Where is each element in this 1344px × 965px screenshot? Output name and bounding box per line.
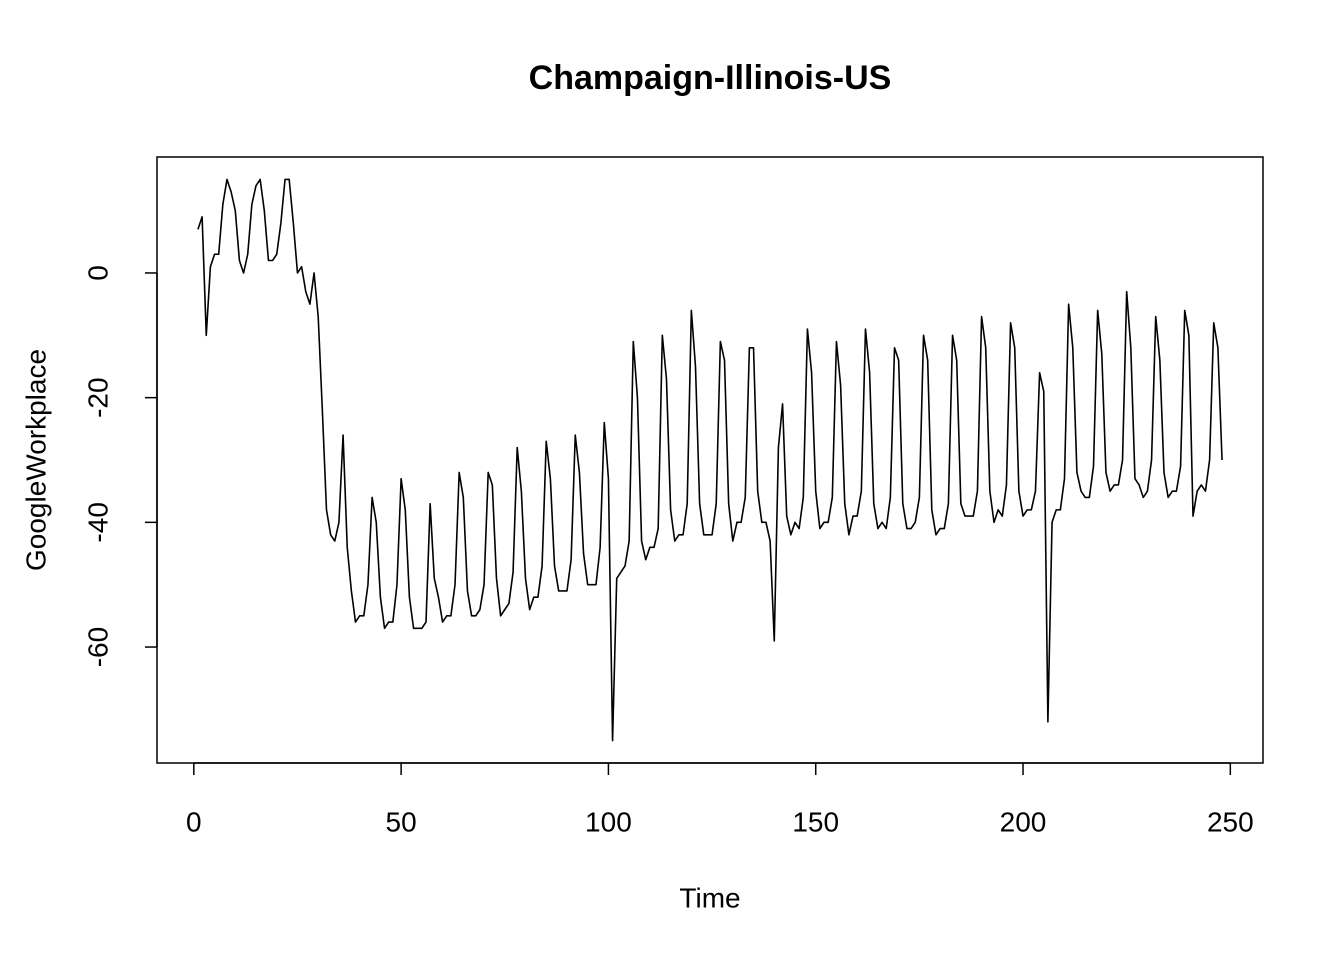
x-tick-label: 250 — [1207, 806, 1254, 837]
x-tick-label: 100 — [585, 806, 632, 837]
y-tick-label: -20 — [82, 377, 113, 417]
y-tick-label: 0 — [82, 265, 113, 281]
x-axis-label: Time — [679, 882, 740, 913]
chart-title: Champaign-Illinois-US — [529, 59, 892, 97]
y-axis-label: GoogleWorkplace — [20, 349, 51, 571]
x-tick-label: 150 — [792, 806, 839, 837]
y-tick-label: -40 — [82, 502, 113, 542]
x-tick-label: 0 — [186, 806, 202, 837]
plot-frame — [156, 156, 1264, 764]
data-line — [197, 178, 1223, 742]
x-tick-label: 50 — [386, 806, 417, 837]
x-tick-label: 200 — [1000, 806, 1047, 837]
y-tick-label: -60 — [82, 627, 113, 667]
